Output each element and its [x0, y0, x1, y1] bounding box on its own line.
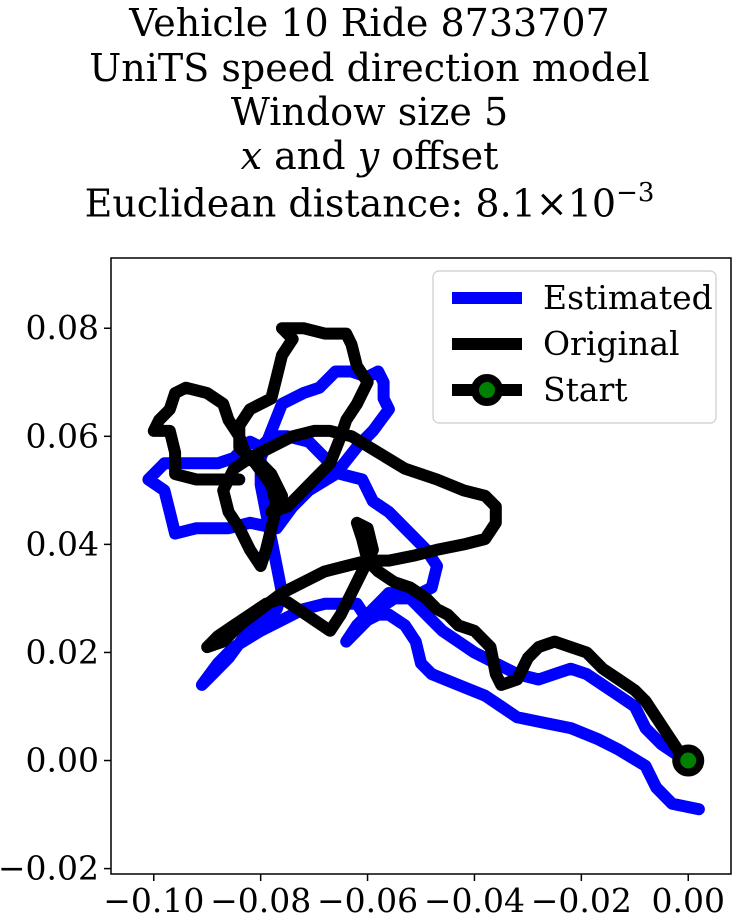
series-layer	[142, 322, 705, 816]
legend-estimated-label: Estimated	[543, 278, 713, 317]
x-tick-label: −0.06	[317, 881, 418, 920]
y-axis-ticks: −0.02 0.00 0.02 0.04 0.06 0.08	[0, 308, 111, 888]
y-tick-label: 0.04	[26, 524, 99, 563]
series-line-original	[147, 322, 695, 767]
chart-title-line-1: Vehicle 10 Ride 8733707	[129, 1, 610, 45]
legend: Estimated Original Start	[432, 270, 717, 424]
x-tick-label: −0.04	[424, 881, 525, 920]
plot-area-frame	[110, 257, 732, 875]
chart-title-line-4: x and y offset	[0, 133, 739, 179]
x-tick-label: −0.08	[210, 881, 311, 920]
title-y-symbol: y	[357, 134, 380, 178]
title-distance-prefix: Euclidean distance: 8.1	[84, 181, 536, 226]
chart-title-line-3: Window size 5	[230, 90, 509, 134]
title-x-symbol: x	[240, 134, 263, 178]
title-base: 10	[567, 181, 617, 226]
y-tick-label: −0.02	[0, 849, 99, 888]
x-tick-label: −0.02	[531, 881, 632, 920]
x-tick-label: 0.00	[651, 881, 724, 920]
legend-start-label: Start	[543, 370, 628, 409]
x-axis-ticks: −0.10 −0.08 −0.06 −0.04 −0.02 0.00	[103, 874, 725, 920]
y-tick-label: 0.06	[26, 416, 99, 455]
title-exponent: −3	[616, 178, 655, 208]
title-offset-text: offset	[379, 134, 499, 178]
start-marker	[672, 744, 705, 777]
title-times-symbol: ×	[535, 181, 568, 226]
chart-title-line-5: Euclidean distance: 8.1×10−3	[0, 172, 739, 227]
y-tick-label: 0.00	[26, 741, 99, 780]
title-and-text: and	[262, 134, 358, 178]
legend-original-label: Original	[543, 324, 680, 363]
y-tick-label: 0.08	[26, 308, 99, 347]
x-tick-label: −0.10	[103, 881, 204, 920]
legend-start-marker	[471, 374, 503, 406]
chart-title-line-2: UniTS speed direction model	[89, 46, 650, 90]
y-tick-label: 0.02	[26, 632, 99, 671]
